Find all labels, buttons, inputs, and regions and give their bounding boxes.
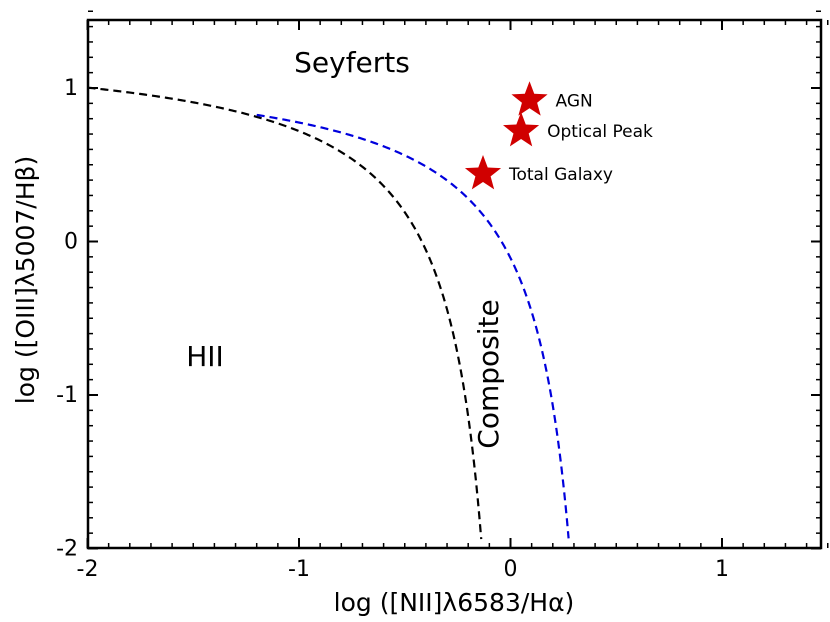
star-marker-agn	[511, 81, 548, 116]
point-label-optical-peak: Optical Peak	[547, 122, 653, 142]
y-tick-label: 0	[64, 230, 78, 255]
region-label-hii: HII	[186, 340, 224, 373]
x-tick-label: 0	[504, 557, 518, 582]
axis-tick-labels: -2 -1 0 1 -2 -1 0 1	[56, 76, 729, 582]
kauffmann-demarcation-curve	[87, 86, 483, 540]
y-axis-title: log ([OIII]λ5007/Hβ)	[11, 156, 40, 404]
kewley-demarcation-curve	[256, 113, 570, 539]
region-label-seyferts: Seyferts	[294, 46, 410, 79]
axis-ticks	[86, 10, 829, 550]
y-tick-label: -2	[56, 537, 78, 562]
y-tick-label: -1	[56, 383, 78, 408]
y-tick-label: 1	[64, 76, 78, 101]
region-label-composite: Composite	[472, 299, 505, 448]
plot-frame	[86, 18, 823, 550]
point-label-total-galaxy: Total Galaxy	[508, 165, 613, 185]
point-label-agn: AGN	[556, 91, 593, 111]
star-marker-total-galaxy	[464, 154, 502, 190]
star-marker-optical-peak	[503, 111, 540, 147]
x-tick-label: -1	[288, 557, 310, 582]
data-points: AGN Optical Peak Total Galaxy	[464, 81, 653, 190]
x-axis-title: log ([NII]λ6583/Hα)	[334, 588, 575, 617]
x-tick-label: -2	[77, 557, 99, 582]
x-tick-label: 1	[715, 557, 729, 582]
